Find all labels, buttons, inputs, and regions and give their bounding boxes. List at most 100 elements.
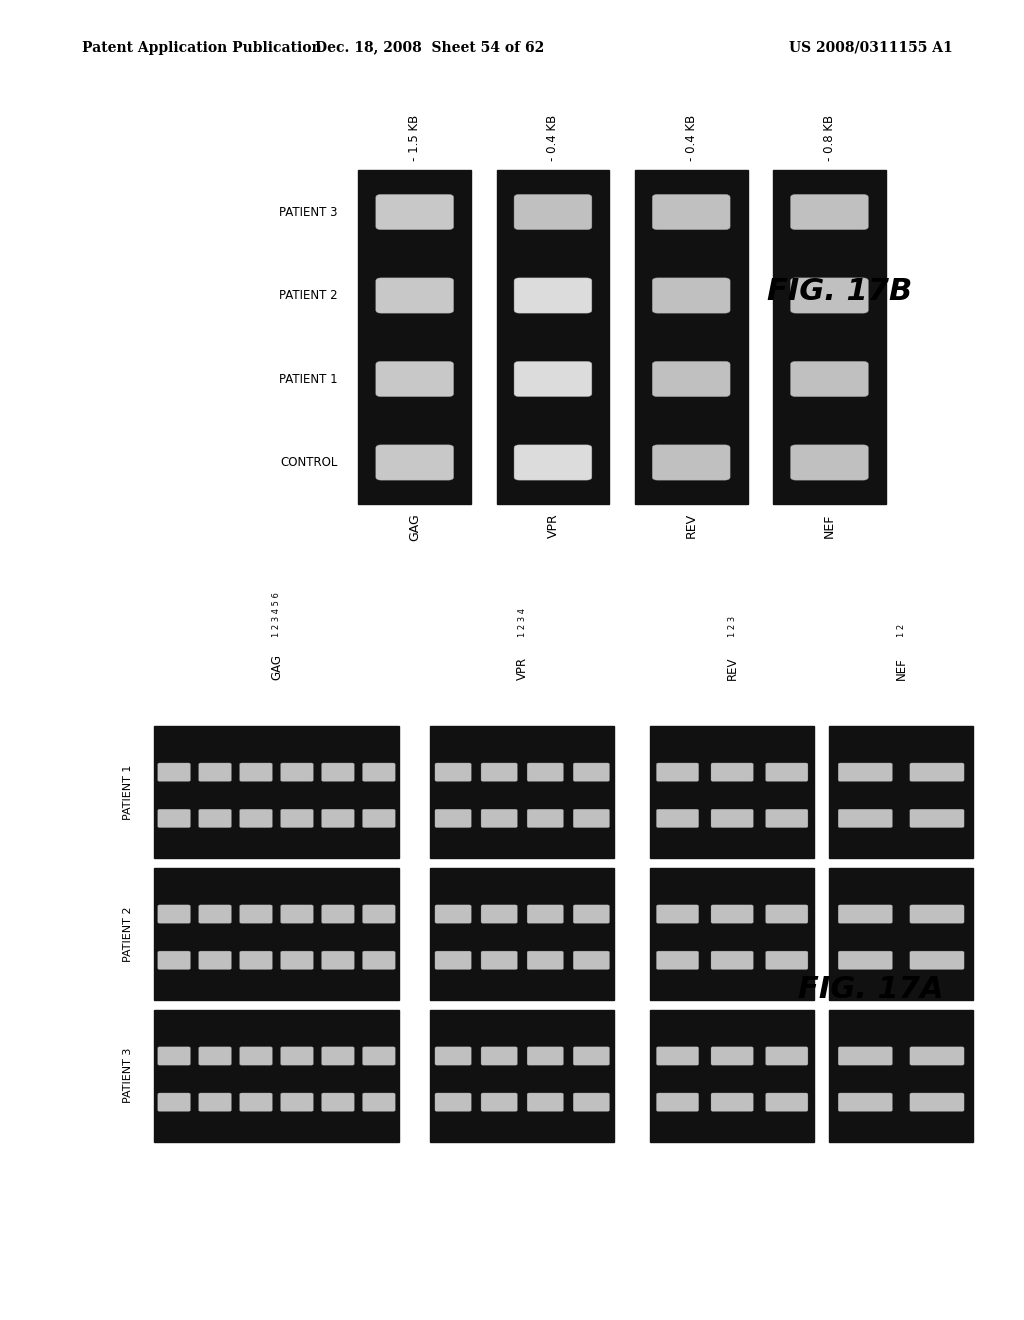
- FancyBboxPatch shape: [376, 445, 454, 480]
- FancyBboxPatch shape: [766, 1047, 808, 1065]
- FancyBboxPatch shape: [481, 1047, 517, 1065]
- FancyBboxPatch shape: [362, 763, 395, 781]
- Bar: [829, 869, 973, 1001]
- FancyBboxPatch shape: [656, 950, 698, 969]
- FancyBboxPatch shape: [839, 1047, 893, 1065]
- FancyBboxPatch shape: [199, 950, 231, 969]
- FancyBboxPatch shape: [527, 950, 563, 969]
- FancyBboxPatch shape: [766, 1093, 808, 1111]
- Bar: [430, 726, 614, 858]
- FancyBboxPatch shape: [656, 1047, 698, 1065]
- FancyBboxPatch shape: [435, 1047, 471, 1065]
- Text: 1 2 3 4: 1 2 3 4: [518, 609, 526, 636]
- FancyBboxPatch shape: [839, 906, 893, 924]
- FancyBboxPatch shape: [573, 763, 609, 781]
- FancyBboxPatch shape: [281, 906, 313, 924]
- Text: PATIENT 2: PATIENT 2: [280, 289, 338, 302]
- Text: GAG: GAG: [409, 513, 421, 541]
- FancyBboxPatch shape: [527, 906, 563, 924]
- FancyBboxPatch shape: [240, 1093, 272, 1111]
- FancyBboxPatch shape: [481, 763, 517, 781]
- Text: VPR: VPR: [547, 513, 559, 539]
- Text: REV: REV: [726, 656, 738, 680]
- FancyBboxPatch shape: [839, 1093, 893, 1111]
- FancyBboxPatch shape: [435, 906, 471, 924]
- FancyBboxPatch shape: [910, 950, 965, 969]
- FancyBboxPatch shape: [240, 950, 272, 969]
- FancyBboxPatch shape: [910, 1093, 965, 1111]
- Text: 1 2 3 4 5 6: 1 2 3 4 5 6: [272, 593, 281, 636]
- Text: REV: REV: [685, 513, 697, 539]
- FancyBboxPatch shape: [514, 445, 592, 480]
- FancyBboxPatch shape: [158, 763, 190, 781]
- FancyBboxPatch shape: [839, 763, 893, 781]
- FancyBboxPatch shape: [281, 1093, 313, 1111]
- FancyBboxPatch shape: [376, 279, 454, 313]
- FancyBboxPatch shape: [199, 763, 231, 781]
- Text: PATIENT 1: PATIENT 1: [123, 764, 133, 820]
- Text: US 2008/0311155 A1: US 2008/0311155 A1: [788, 41, 952, 54]
- FancyBboxPatch shape: [322, 1047, 354, 1065]
- Text: CONTROL: CONTROL: [281, 455, 338, 469]
- FancyBboxPatch shape: [652, 445, 730, 480]
- Text: - 0.8 KB: - 0.8 KB: [823, 115, 836, 161]
- Text: 1 2: 1 2: [897, 624, 905, 636]
- Text: PATIENT 3: PATIENT 3: [123, 1048, 133, 1104]
- FancyBboxPatch shape: [281, 763, 313, 781]
- FancyBboxPatch shape: [711, 950, 754, 969]
- Bar: [650, 869, 814, 1001]
- FancyBboxPatch shape: [362, 1047, 395, 1065]
- FancyBboxPatch shape: [573, 809, 609, 828]
- FancyBboxPatch shape: [322, 1093, 354, 1111]
- FancyBboxPatch shape: [527, 1047, 563, 1065]
- FancyBboxPatch shape: [910, 906, 965, 924]
- FancyBboxPatch shape: [791, 194, 868, 230]
- Text: PATIENT 1: PATIENT 1: [280, 372, 338, 385]
- FancyBboxPatch shape: [158, 1047, 190, 1065]
- FancyBboxPatch shape: [158, 809, 190, 828]
- Text: GAG: GAG: [270, 653, 283, 680]
- FancyBboxPatch shape: [199, 1047, 231, 1065]
- FancyBboxPatch shape: [656, 809, 698, 828]
- FancyBboxPatch shape: [481, 950, 517, 969]
- FancyBboxPatch shape: [766, 763, 808, 781]
- FancyBboxPatch shape: [711, 809, 754, 828]
- Text: - 0.4 KB: - 0.4 KB: [685, 115, 697, 161]
- FancyBboxPatch shape: [573, 950, 609, 969]
- FancyBboxPatch shape: [711, 906, 754, 924]
- FancyBboxPatch shape: [791, 279, 868, 313]
- Bar: [430, 869, 614, 1001]
- Text: 1 2 3: 1 2 3: [728, 615, 736, 636]
- FancyBboxPatch shape: [910, 1047, 965, 1065]
- Text: Patent Application Publication: Patent Application Publication: [82, 41, 322, 54]
- FancyBboxPatch shape: [481, 809, 517, 828]
- FancyBboxPatch shape: [527, 763, 563, 781]
- FancyBboxPatch shape: [573, 1093, 609, 1111]
- FancyBboxPatch shape: [481, 1093, 517, 1111]
- Bar: [497, 170, 609, 504]
- Text: PATIENT 3: PATIENT 3: [280, 206, 338, 219]
- Bar: [635, 170, 748, 504]
- Text: FIG. 17A: FIG. 17A: [798, 975, 943, 1005]
- FancyBboxPatch shape: [652, 194, 730, 230]
- FancyBboxPatch shape: [362, 906, 395, 924]
- FancyBboxPatch shape: [652, 362, 730, 396]
- FancyBboxPatch shape: [766, 809, 808, 828]
- Bar: [430, 1010, 614, 1142]
- FancyBboxPatch shape: [839, 950, 893, 969]
- Text: VPR: VPR: [516, 656, 528, 680]
- FancyBboxPatch shape: [240, 763, 272, 781]
- Bar: [154, 1010, 399, 1142]
- FancyBboxPatch shape: [240, 809, 272, 828]
- Text: - 1.5 KB: - 1.5 KB: [409, 115, 421, 161]
- FancyBboxPatch shape: [322, 763, 354, 781]
- Bar: [650, 726, 814, 858]
- FancyBboxPatch shape: [910, 809, 965, 828]
- FancyBboxPatch shape: [322, 906, 354, 924]
- FancyBboxPatch shape: [656, 906, 698, 924]
- FancyBboxPatch shape: [791, 362, 868, 396]
- Text: - 0.4 KB: - 0.4 KB: [547, 115, 559, 161]
- FancyBboxPatch shape: [240, 1047, 272, 1065]
- FancyBboxPatch shape: [656, 1093, 698, 1111]
- FancyBboxPatch shape: [199, 1093, 231, 1111]
